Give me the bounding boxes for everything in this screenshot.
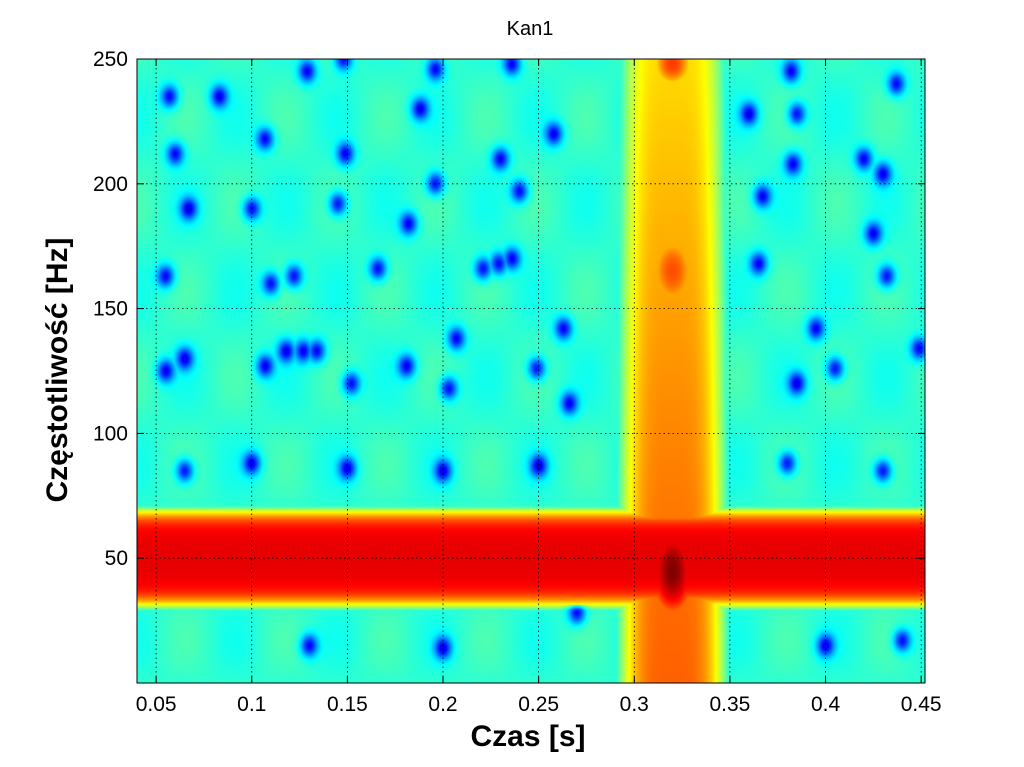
y-tick-label: 200: [93, 173, 128, 196]
x-tick-label: 0.4: [811, 693, 841, 716]
y-axis-label: Częstotliwość [Hz]: [41, 237, 74, 502]
x-tick-label: 0.3: [620, 693, 649, 716]
y-tick-label: 250: [93, 48, 128, 71]
x-tick-label: 0.1: [237, 693, 266, 716]
x-axis-label: Czas [s]: [470, 720, 585, 753]
x-tick-label: 0.35: [709, 693, 750, 716]
y-tick-label: 100: [93, 422, 128, 445]
y-tick-label: 50: [105, 547, 128, 570]
chart-title: Kan1: [507, 18, 554, 40]
x-axis: 0.05 0.1 0.15 0.2 0.25 0.3 0.35 0.4 0.45: [136, 59, 942, 716]
y-axis: 50 100 150 200 250: [93, 48, 925, 570]
heatmap-image: [137, 59, 925, 683]
plot-frame: [136, 58, 926, 684]
x-tick-label: 0.05: [136, 693, 177, 716]
x-tick-label: 0.25: [518, 693, 559, 716]
x-tick-label: 0.2: [428, 693, 457, 716]
y-tick-label: 150: [93, 298, 128, 321]
x-tick-label: 0.15: [327, 693, 368, 716]
grid-lines: [137, 58, 925, 683]
x-tick-label: 0.45: [901, 693, 942, 716]
